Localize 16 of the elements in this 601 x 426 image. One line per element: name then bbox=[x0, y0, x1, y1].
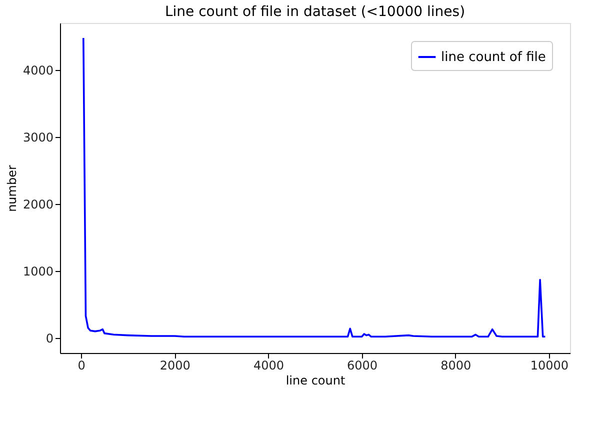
y-tick-label: 3000 bbox=[22, 130, 54, 145]
y-tick-label: 1000 bbox=[22, 264, 54, 279]
y-tick-label: 2000 bbox=[22, 198, 54, 212]
x-tick-label: 4000 bbox=[253, 358, 284, 372]
line-series bbox=[82, 37, 546, 338]
x-tick-label: 0 bbox=[78, 358, 86, 372]
legend-label: line count of file bbox=[441, 50, 546, 65]
y-tick-label: 0 bbox=[46, 332, 54, 346]
y-tick-label: 4000 bbox=[22, 64, 54, 78]
x-tick-label: 2000 bbox=[160, 358, 190, 372]
chart-title: Line count of file in dataset (<10000 lines) bbox=[164, 4, 466, 20]
x-tick-label: 10000 bbox=[530, 358, 569, 372]
x-tick-label: 6000 bbox=[347, 358, 378, 372]
x-axis-title: line count bbox=[286, 374, 346, 388]
x-tick-label: 8000 bbox=[440, 358, 472, 372]
y-axis-title: number bbox=[4, 165, 19, 212]
